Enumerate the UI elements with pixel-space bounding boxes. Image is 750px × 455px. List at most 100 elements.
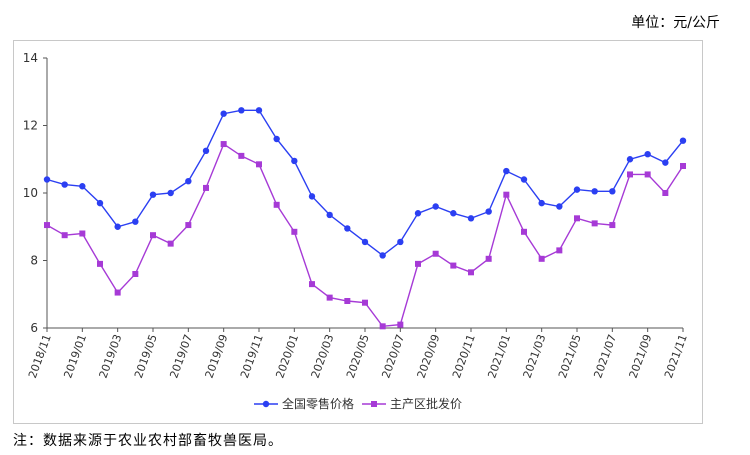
- retail-price-point: [591, 188, 598, 195]
- wholesale-price-point: [220, 141, 227, 148]
- retail-price-point: [538, 199, 545, 207]
- x-tick-labels: 2018/11 2019/01 2019/03 2019/05 2019/07 2019/…: [26, 328, 690, 380]
- wholesale-price-point: [379, 323, 386, 330]
- wholesale-price-point: [468, 269, 474, 276]
- retail-price-point: [379, 252, 386, 259]
- retail-price-point: [202, 147, 210, 155]
- x-tick-label: 2021/03: [521, 333, 549, 380]
- retail-price-point: [626, 156, 634, 163]
- wholesale-price-point: [662, 190, 669, 196]
- wholesale-price-point: [273, 201, 280, 208]
- wholesale-price-point: [485, 255, 492, 262]
- wholesale-price-point: [79, 230, 86, 237]
- wholesale-price-point: [114, 289, 121, 296]
- retail-price-point: [326, 211, 333, 219]
- x-tick-label: 2020/09: [415, 333, 443, 380]
- wholesale-price-point: [238, 152, 245, 159]
- retail-price-point: [238, 107, 245, 114]
- wholesale-price-point: [203, 184, 209, 191]
- wholesale-price-point: [291, 228, 298, 235]
- wholesale-price-point: [415, 260, 421, 267]
- wholesale-price-point: [150, 232, 156, 239]
- wholesale-price-point: [185, 222, 192, 229]
- wholesale-price-point: [362, 299, 368, 306]
- retail-price-point: [556, 203, 563, 210]
- wholesale-price-point: [97, 260, 103, 267]
- retail-price-point: [308, 193, 316, 200]
- x-tick-label: 2021/09: [627, 333, 655, 380]
- retail-price-point: [43, 176, 51, 183]
- retail-price-point: [485, 208, 492, 215]
- retail-price-point: [467, 215, 475, 222]
- wholesale-price-point: [44, 222, 50, 229]
- retail-price-point: [662, 159, 669, 166]
- retail-price-point: [450, 210, 457, 217]
- wholesale-price-point: [309, 281, 315, 288]
- retail-price-point: [114, 223, 121, 230]
- wholesale-price-point: [521, 228, 527, 235]
- retail-price-point: [273, 135, 280, 143]
- retail-price-point: [132, 218, 139, 225]
- wholesale-price-point: [680, 163, 686, 169]
- retail-price-point: [397, 238, 404, 246]
- y-tick-label: 14: [23, 51, 38, 65]
- legend-retail-label: 全国零售价格: [282, 396, 354, 411]
- x-tick-label: 2021/07: [591, 333, 619, 380]
- footnote: 注：数据来源于农业农村部畜牧兽医局。: [13, 433, 283, 449]
- wholesale-price-point: [132, 271, 139, 277]
- x-tick-label: 2018/11: [26, 333, 54, 380]
- x-tick-label: 2020/07: [379, 333, 407, 380]
- chart-frame: [13, 40, 703, 424]
- x-tick-label: 2021/05: [556, 333, 584, 380]
- retail-price-point: [255, 107, 263, 114]
- retail-price-point: [644, 150, 651, 158]
- y-tick-label: 10: [23, 186, 38, 200]
- x-tick-label: 2019/03: [97, 333, 125, 380]
- wholesale-price-point: [538, 255, 545, 262]
- retail-price-point: [291, 157, 298, 165]
- wholesale-price-point: [591, 220, 598, 227]
- retail-price-point: [414, 210, 422, 217]
- retail-price-point: [96, 199, 104, 207]
- retail-price-point: [344, 225, 351, 232]
- y-tick-label: 6: [30, 321, 38, 335]
- legend-wholesale-marker: [371, 401, 377, 407]
- wholesale-price-point: [432, 250, 439, 257]
- retail-price-point: [679, 137, 687, 144]
- retail-price-line: [46, 109, 684, 257]
- wholesale-price-point: [397, 321, 404, 328]
- wholesale-price-point: [167, 240, 174, 247]
- legend-retail-marker: [262, 400, 270, 408]
- x-tick-label: 2020/05: [344, 333, 372, 380]
- legend: 全国零售价格 主产区批发价: [254, 396, 462, 411]
- x-tick-label: 2020/01: [273, 333, 301, 380]
- x-tick-label: 2019/11: [238, 333, 266, 380]
- unit-label: 单位：元/公斤: [631, 15, 720, 31]
- x-tick-label: 2019/07: [167, 333, 195, 380]
- retail-price-point: [520, 176, 528, 183]
- retail-price-point: [503, 167, 510, 175]
- wholesale-price-point: [344, 298, 351, 304]
- retail-price-point: [432, 203, 439, 210]
- x-tick-label: 2019/09: [203, 333, 231, 380]
- wholesale-price-point: [627, 171, 633, 178]
- y-tick-label: 12: [23, 119, 38, 133]
- wholesale-price-point: [503, 191, 510, 198]
- x-tick-label: 2020/03: [309, 333, 337, 380]
- wholesale-price-point: [326, 294, 333, 301]
- series-layer: [43, 107, 687, 330]
- retail-price-point: [220, 110, 227, 117]
- legend-wholesale-label: 主产区批发价: [390, 396, 462, 411]
- retail-price-point: [149, 191, 157, 198]
- wholesale-price-point: [609, 222, 616, 229]
- retail-price-point: [185, 177, 192, 185]
- wholesale-price-point: [61, 232, 68, 239]
- wholesale-price-point: [256, 161, 262, 168]
- y-tick-label: 8: [30, 254, 38, 268]
- wholesale-price-line: [46, 143, 684, 328]
- x-tick-label: 2020/11: [450, 333, 478, 380]
- axes: [46, 58, 683, 329]
- x-tick-label: 2021/01: [485, 333, 513, 380]
- wholesale-price-point: [644, 171, 651, 178]
